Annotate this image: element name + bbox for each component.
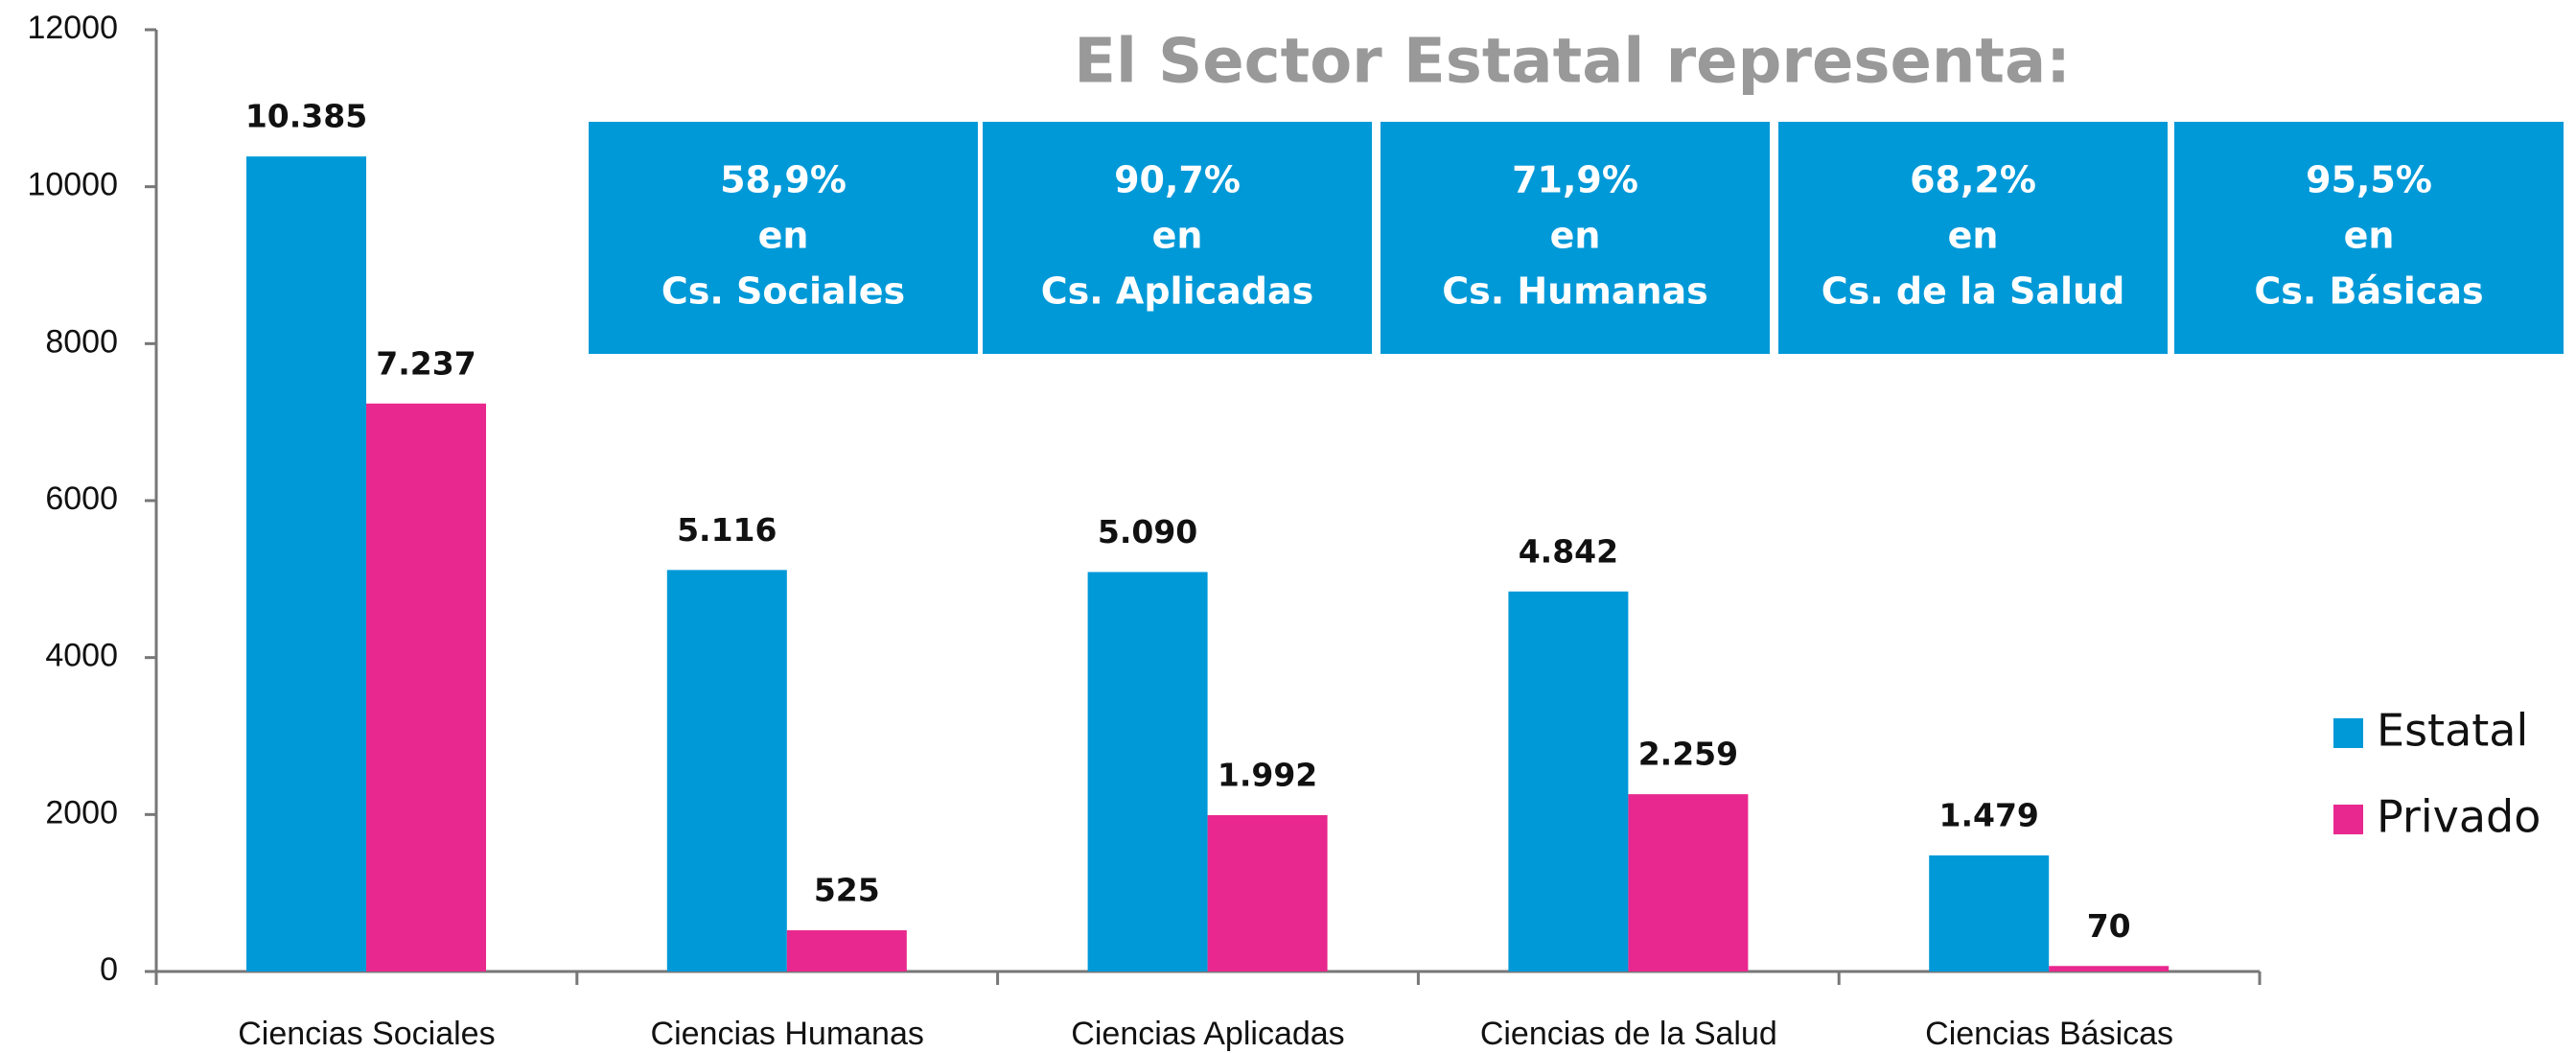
x-tick-label: Ciencias de la Salud xyxy=(1480,1016,1777,1052)
annotation-text: en xyxy=(1550,215,1601,257)
annotation-text: Cs. Aplicadas xyxy=(1041,270,1313,313)
y-tick-label: 0 xyxy=(100,951,118,988)
annotation-text: 90,7% xyxy=(1114,159,1241,201)
annotation-text: Cs. Básicas xyxy=(2254,270,2483,313)
annotation-box xyxy=(1381,122,1770,354)
annotation-text: 71,9% xyxy=(1512,159,1638,201)
data-label: 1.479 xyxy=(1939,796,2039,833)
bar xyxy=(2049,966,2170,971)
annotation-text: en xyxy=(1152,215,1203,257)
bar xyxy=(1628,794,1749,971)
data-label: 5.116 xyxy=(677,511,777,549)
annotation-box xyxy=(983,122,1372,354)
y-tick-label: 10000 xyxy=(27,167,118,203)
bar xyxy=(246,156,366,971)
annotation-text: 58,9% xyxy=(720,159,847,201)
legend-swatch xyxy=(2333,805,2363,834)
y-tick-label: 6000 xyxy=(45,480,118,517)
data-label: 1.992 xyxy=(1218,756,1317,793)
data-label: 525 xyxy=(814,872,880,909)
annotation-text: en xyxy=(1948,215,1999,257)
data-label: 7.237 xyxy=(376,344,476,382)
bar xyxy=(1929,854,2050,971)
legend-label: Privado xyxy=(2377,791,2541,843)
x-tick-label: Ciencias Aplicadas xyxy=(1071,1016,1344,1052)
data-label: 4.842 xyxy=(1519,532,1618,570)
annotation-box xyxy=(2174,122,2564,354)
annotation-text: Cs. Humanas xyxy=(1442,270,1708,313)
y-tick-label: 4000 xyxy=(45,638,118,674)
x-tick-label: Ciencias Sociales xyxy=(238,1016,495,1052)
annotation-text: en xyxy=(2344,215,2395,257)
data-label: 5.090 xyxy=(1098,513,1197,550)
x-tick-label: Ciencias Básicas xyxy=(1925,1016,2173,1052)
annotation-box xyxy=(1778,122,2168,354)
bar xyxy=(1207,814,1328,971)
x-tick-label: Ciencias Humanas xyxy=(651,1016,924,1052)
annotation-box xyxy=(589,122,978,354)
annotation-text: en xyxy=(758,215,809,257)
y-tick-label: 8000 xyxy=(45,323,118,360)
bar xyxy=(666,570,787,971)
annotation-text: Cs. Sociales xyxy=(661,270,905,313)
y-tick-label: 2000 xyxy=(45,794,118,831)
data-label: 2.259 xyxy=(1638,736,1738,773)
bar xyxy=(786,930,907,971)
bar xyxy=(366,403,486,971)
legend-label: Estatal xyxy=(2377,705,2528,757)
data-label: 70 xyxy=(2087,907,2131,945)
annotation-text: 95,5% xyxy=(2306,159,2432,201)
data-label: 10.385 xyxy=(245,98,367,135)
bar xyxy=(1087,572,1208,971)
y-tick-label: 12000 xyxy=(27,10,118,46)
annotation-text: Cs. de la Salud xyxy=(1822,270,2125,313)
annotation-text: 68,2% xyxy=(1910,159,2036,201)
chart-title: El Sector Estatal representa: xyxy=(1074,27,2071,98)
bar xyxy=(1508,591,1629,971)
legend-swatch xyxy=(2333,718,2363,748)
